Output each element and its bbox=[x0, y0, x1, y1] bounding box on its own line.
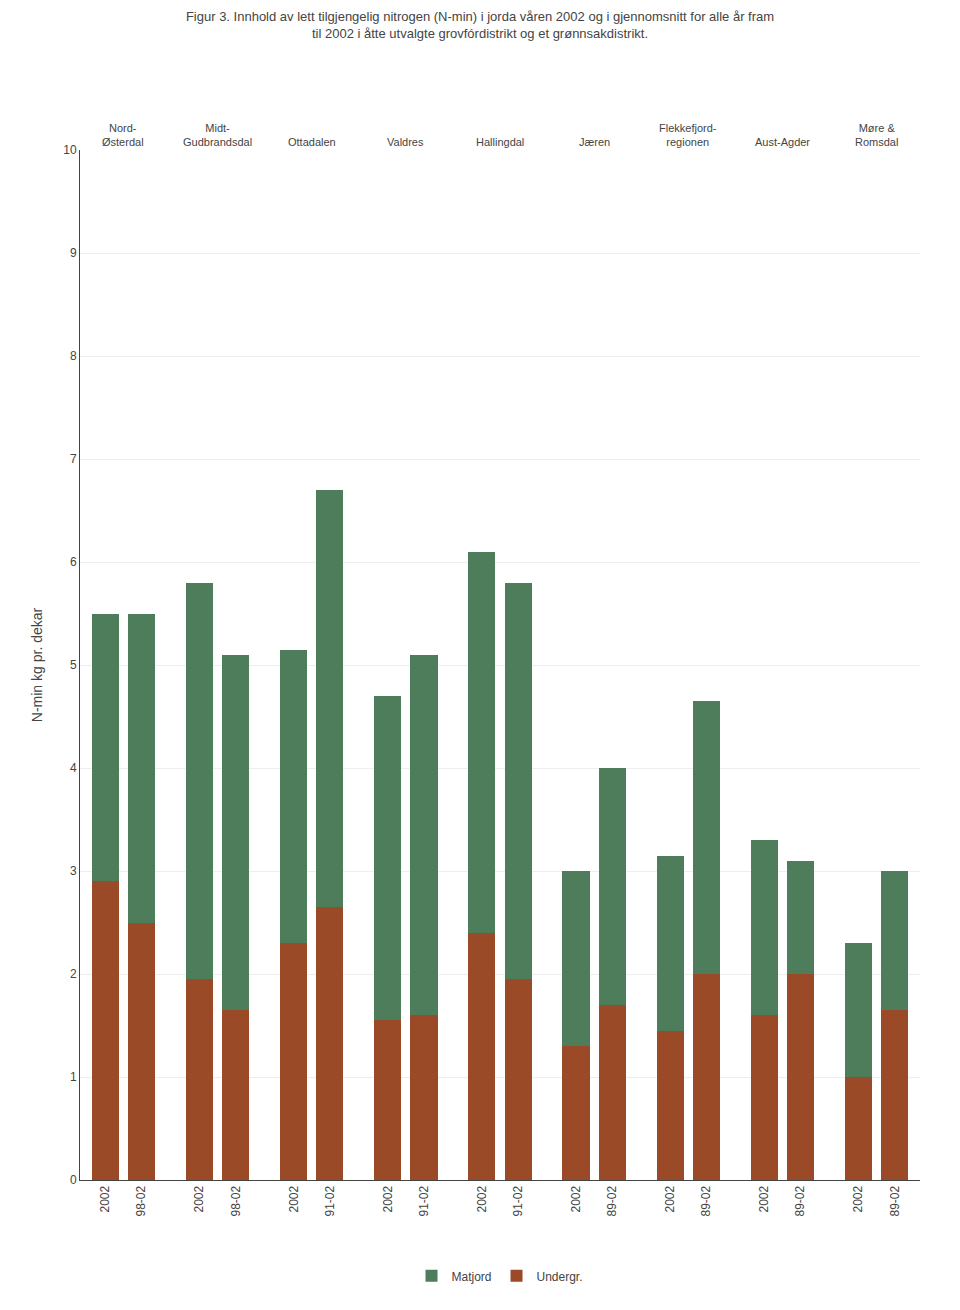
svg-text:2: 2 bbox=[70, 967, 77, 981]
svg-text:Hallingdal: Hallingdal bbox=[476, 136, 524, 148]
svg-text:2002: 2002 bbox=[663, 1185, 677, 1212]
svg-text:2002: 2002 bbox=[287, 1185, 301, 1212]
svg-text:Midt-Gudbrandsdal: Midt-Gudbrandsdal bbox=[183, 122, 252, 148]
svg-text:Undergr.: Undergr. bbox=[537, 1270, 583, 1284]
svg-text:7: 7 bbox=[70, 452, 77, 466]
svg-text:Nord-Østerdal: Nord-Østerdal bbox=[102, 122, 144, 148]
svg-text:1: 1 bbox=[70, 1070, 77, 1084]
svg-text:Jæren: Jæren bbox=[579, 136, 610, 148]
svg-text:Matjord: Matjord bbox=[452, 1270, 492, 1284]
svg-text:2002: 2002 bbox=[851, 1185, 865, 1212]
svg-text:6: 6 bbox=[70, 555, 77, 569]
svg-text:9: 9 bbox=[70, 246, 77, 260]
svg-text:N-min kg pr. dekar: N-min kg pr. dekar bbox=[29, 607, 45, 722]
svg-text:91-02: 91-02 bbox=[417, 1185, 431, 1216]
svg-text:89-02: 89-02 bbox=[888, 1185, 902, 1216]
svg-text:3: 3 bbox=[70, 864, 77, 878]
svg-text:89-02: 89-02 bbox=[793, 1185, 807, 1216]
svg-text:Figur 3. Innhold av lett tilgj: Figur 3. Innhold av lett tilgjengelig ni… bbox=[186, 9, 774, 41]
svg-text:2002: 2002 bbox=[192, 1185, 206, 1212]
svg-text:98-02: 98-02 bbox=[229, 1185, 243, 1216]
svg-text:Ottadalen: Ottadalen bbox=[288, 136, 336, 148]
svg-text:2002: 2002 bbox=[757, 1185, 771, 1212]
svg-text:98-02: 98-02 bbox=[134, 1185, 148, 1216]
svg-text:4: 4 bbox=[70, 761, 77, 775]
svg-text:Møre &Romsdal: Møre &Romsdal bbox=[855, 122, 898, 148]
svg-text:Aust-Agder: Aust-Agder bbox=[755, 136, 810, 148]
svg-text:2002: 2002 bbox=[98, 1185, 112, 1212]
svg-text:Flekkefjord-regionen: Flekkefjord-regionen bbox=[659, 122, 717, 148]
svg-text:8: 8 bbox=[70, 349, 77, 363]
svg-text:0: 0 bbox=[70, 1173, 77, 1187]
svg-text:2002: 2002 bbox=[569, 1185, 583, 1212]
svg-text:91-02: 91-02 bbox=[323, 1185, 337, 1216]
svg-text:5: 5 bbox=[70, 658, 77, 672]
svg-text:2002: 2002 bbox=[475, 1185, 489, 1212]
svg-text:89-02: 89-02 bbox=[699, 1185, 713, 1216]
svg-text:Valdres: Valdres bbox=[387, 136, 424, 148]
svg-text:10: 10 bbox=[63, 143, 77, 157]
svg-text:89-02: 89-02 bbox=[605, 1185, 619, 1216]
svg-text:2002: 2002 bbox=[381, 1185, 395, 1212]
svg-text:91-02: 91-02 bbox=[511, 1185, 525, 1216]
